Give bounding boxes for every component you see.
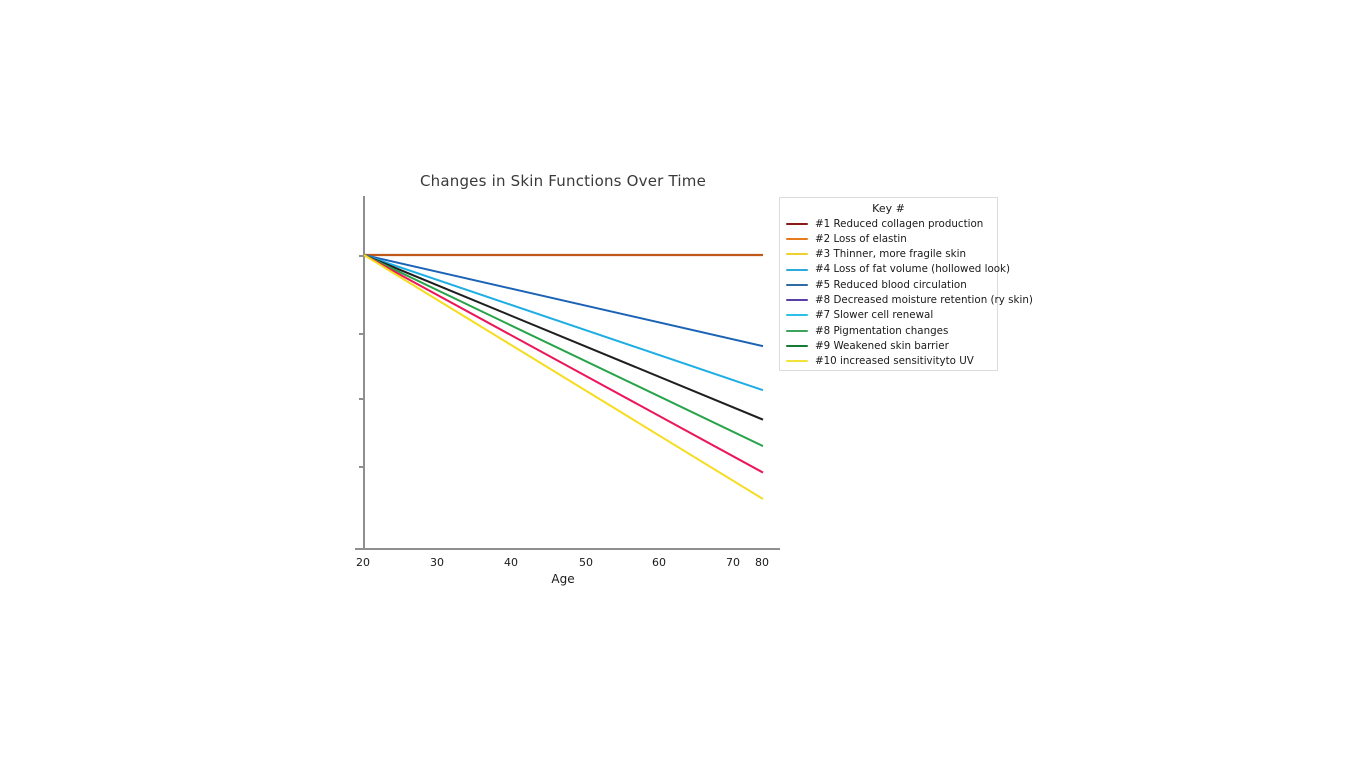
series-line-blue [363,254,764,348]
legend-item-label: #8 Pigmentation changes [815,324,949,337]
legend-item: #8 Decreased moisture retention (ry skin… [786,292,1033,307]
x-tick-label: 30 [430,556,444,569]
legend-item-label: #7 Slower cell renewal [815,309,934,322]
legend-swatch [786,299,808,302]
y-axis-tick [359,398,364,400]
legend-item: #8 Pigmentation changes [786,323,991,338]
x-tick-label: 60 [652,556,666,569]
legend-item: #3 Thinner, more fragile skin [786,247,991,262]
y-axis-tick [359,333,364,335]
x-axis-line [355,548,780,550]
series-line-cyan [363,254,764,392]
legend-item-label: #10 increased sensitivityto UV [815,355,974,368]
y-axis-tick [359,255,364,257]
legend-item-label: #9 Weakened skin barrier [815,339,949,352]
legend-item: #7 Slower cell renewal [786,308,991,323]
legend-swatch [786,222,808,225]
legend: Key # #1 Reduced collagen production #2 L… [779,197,1033,371]
legend-swatch [786,329,808,332]
legend-item-label: #8 Decreased moisture retention (ry skin… [815,293,1033,306]
series-line-green [363,254,764,448]
x-tick-label: 70 [726,556,740,569]
legend-rows: #1 Reduced collagen production #2 Loss of… [786,216,1033,369]
legend-item: #9 Weakened skin barrier [786,338,991,353]
y-axis-tick [359,466,364,468]
legend-title: Key # [872,202,905,215]
series-line-yellow [363,254,764,500]
legend-item: #2 Loss of elastin [786,231,991,246]
x-tick-label: 50 [579,556,593,569]
legend-item-label: #3 Thinner, more fragile skin [815,248,966,261]
legend-item-label: #5 Reduced blood circulation [815,278,967,291]
legend-swatch [786,253,808,256]
series-line-black [363,254,764,421]
x-tick-label: 80 [755,556,769,569]
legend-item: #5 Reduced blood circulation [786,277,991,292]
legend-item: #4 Loss of fat volume (hollowed look) [786,262,1010,277]
legend-item-label: #1 Reduced collagen production [815,217,984,230]
legend-swatch [786,314,808,317]
legend-swatch [786,283,808,286]
legend-swatch [786,268,808,271]
x-tick-label: 40 [504,556,518,569]
chart-title: Changes in Skin Functions Over Time [419,172,707,190]
series-line-crimson [363,254,764,474]
x-tick-label: 20 [356,556,370,569]
x-axis-title: Age [551,572,575,586]
legend-item: #1 Reduced collagen production [786,216,991,231]
legend-swatch [786,360,808,363]
legend-item-label: #2 Loss of elastin [815,232,907,245]
legend-item: #10 increased sensitivityto UV [786,354,991,369]
legend-item-label: #4 Loss of fat volume (hollowed look) [815,263,1011,276]
legend-swatch [786,345,808,348]
y-axis-line [363,196,365,549]
legend-swatch [786,237,808,240]
